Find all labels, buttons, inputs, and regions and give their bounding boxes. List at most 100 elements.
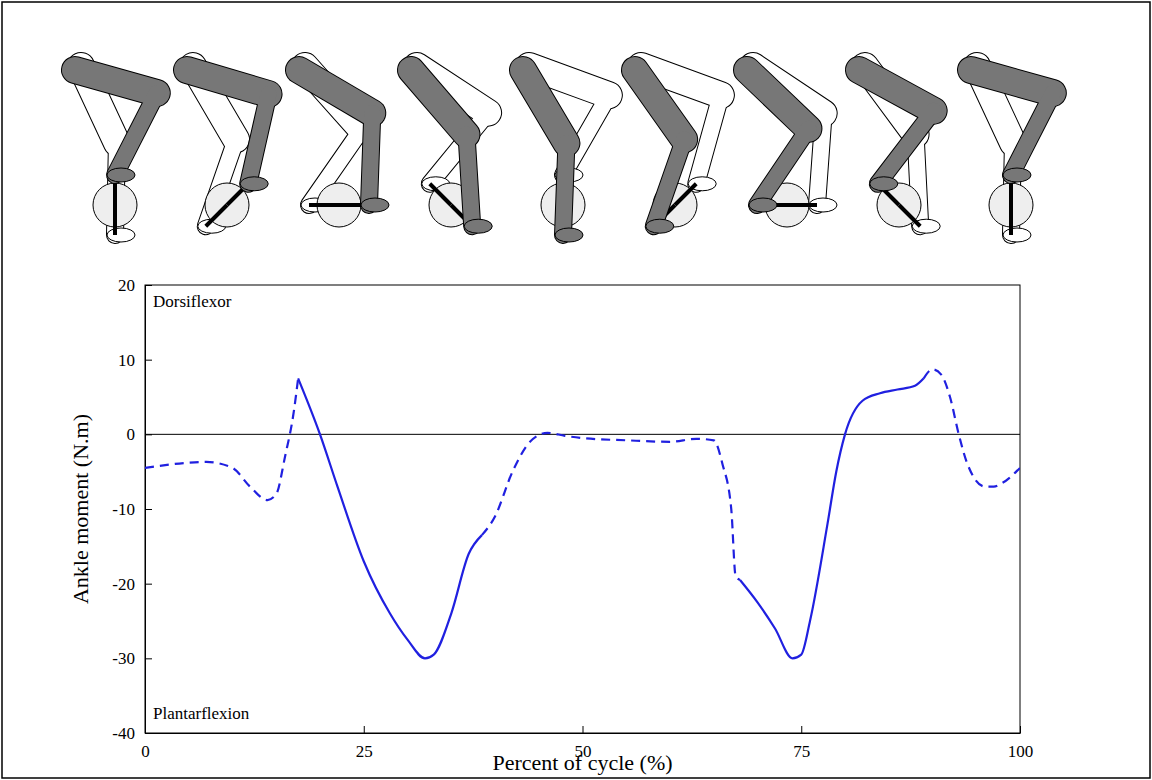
thigh-outline: [859, 70, 934, 111]
moment-line-dashed: [145, 369, 1020, 580]
tick-label: 75: [793, 742, 810, 761]
tick-mark: [583, 726, 584, 733]
annotation: Plantarflexion: [153, 704, 250, 723]
shank-outline: [1011, 93, 1053, 175]
x-axis-title: Percent of cycle (%): [492, 750, 672, 775]
foot: [1003, 228, 1031, 242]
thigh: [971, 70, 1053, 93]
shank-outline: [115, 93, 157, 175]
crank-arm: [206, 205, 227, 226]
tick-mark: [145, 584, 152, 585]
shank: [757, 129, 808, 205]
foot: [107, 168, 135, 182]
crank-arm: [787, 203, 817, 207]
tick-label: 0: [141, 742, 150, 761]
near-leg: [523, 70, 583, 242]
reference-line: [145, 434, 1020, 435]
cyclist-frame: [635, 66, 721, 233]
thigh-outline: [635, 70, 684, 139]
near-leg: [299, 70, 389, 212]
axis-line: [146, 733, 1021, 734]
shank-outline: [696, 95, 721, 184]
shank: [696, 95, 721, 184]
foot: [240, 177, 268, 191]
thigh-outline: [187, 70, 269, 94]
shank: [466, 134, 472, 226]
tick-label: 10: [118, 351, 135, 370]
shank-outline: [563, 143, 566, 235]
foot: [361, 198, 389, 212]
tick-mark: [1020, 726, 1021, 733]
shank: [563, 143, 566, 235]
thigh: [187, 70, 269, 94]
thigh: [75, 70, 157, 93]
thigh-outline: [747, 70, 808, 129]
tick-label: -10: [112, 500, 135, 519]
thigh-outline: [299, 70, 372, 113]
thigh-outline: [411, 70, 466, 134]
shank: [654, 139, 684, 226]
near-leg: [747, 70, 808, 212]
near-leg: [411, 70, 492, 233]
thigh: [635, 70, 684, 139]
y-axis-title: Ankle moment (N.m): [68, 414, 93, 604]
tick-mark: [145, 509, 152, 510]
tick: 100: [1008, 726, 1034, 761]
tick: -10: [112, 500, 152, 519]
near-leg: [971, 70, 1053, 182]
cyclist-frame: [971, 66, 1053, 242]
cyclist-frame: [411, 66, 492, 233]
tick-label: 20: [118, 276, 135, 295]
shank-outline: [248, 94, 268, 184]
cyclist-frame: [187, 66, 269, 233]
shank-outline: [369, 113, 372, 205]
crank-arm: [899, 205, 920, 226]
cyclist-illustrations: [75, 66, 1053, 242]
foot: [555, 228, 583, 242]
shank: [1011, 93, 1053, 175]
near-leg: [635, 70, 684, 233]
tick-label: 100: [1008, 742, 1034, 761]
tick: 75: [793, 726, 810, 761]
tick-mark: [801, 726, 802, 733]
moment-line-solid: [298, 378, 924, 658]
thigh: [299, 70, 372, 113]
foot: [646, 219, 674, 233]
tick: 20: [118, 276, 152, 295]
shank-outline: [466, 134, 472, 226]
tick-mark: [145, 285, 152, 286]
crank-arm: [675, 184, 696, 205]
tick: 25: [356, 726, 373, 761]
shank-outline: [878, 111, 934, 184]
cyclist-frame: [859, 66, 940, 233]
shank-outline: [654, 139, 684, 226]
figure-border: [2, 2, 1150, 778]
tick: -20: [112, 575, 152, 594]
lines: [145, 369, 1020, 658]
thigh: [747, 70, 808, 129]
y-axis: -40 -30 -20 -10 0 10 20: [112, 276, 152, 743]
thigh-outline: [523, 70, 566, 143]
tick: 10: [118, 351, 152, 370]
near-leg: [859, 70, 934, 191]
tick: -40: [112, 724, 152, 743]
foot: [464, 219, 492, 233]
tick-label: -20: [112, 575, 135, 594]
tick: -30: [112, 649, 152, 668]
shank: [878, 111, 934, 184]
shank: [369, 113, 372, 205]
tick-mark: [145, 733, 152, 734]
near-leg: [187, 70, 269, 191]
thigh: [411, 70, 466, 134]
figure: 0255075100-40-30-20-1001020DorsiflexorPl…: [0, 0, 1152, 780]
tick-label: 0: [127, 425, 136, 444]
near-leg: [75, 70, 157, 182]
tick-mark: [145, 360, 152, 361]
tick-mark: [145, 658, 152, 659]
cyclist-frame: [299, 66, 389, 227]
thigh-outline: [971, 70, 1053, 93]
thigh: [859, 70, 934, 111]
shank: [248, 94, 268, 184]
crank-arm: [309, 203, 339, 207]
thigh: [523, 70, 566, 143]
